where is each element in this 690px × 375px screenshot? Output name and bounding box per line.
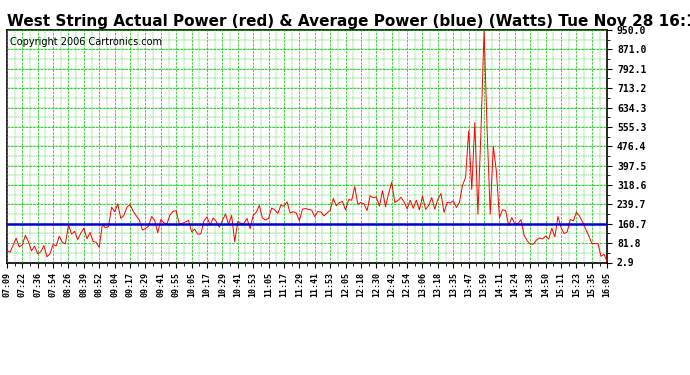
Text: West String Actual Power (red) & Average Power (blue) (Watts) Tue Nov 28 16:11: West String Actual Power (red) & Average… — [7, 14, 690, 29]
Text: Copyright 2006 Cartronics.com: Copyright 2006 Cartronics.com — [10, 37, 162, 47]
